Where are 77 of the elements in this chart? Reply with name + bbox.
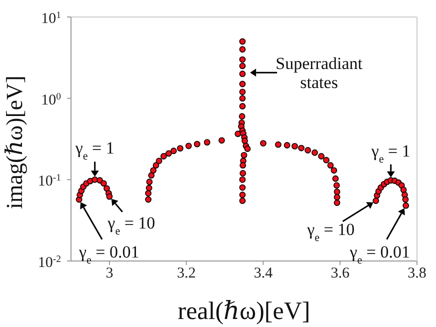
point: [318, 153, 324, 160]
point: [170, 148, 177, 154]
point: [150, 167, 156, 174]
point: [218, 137, 225, 144]
point: [145, 196, 152, 203]
point: [323, 156, 330, 164]
point: [334, 188, 340, 195]
x-tick-label: 3.8: [408, 266, 426, 282]
point: [240, 170, 246, 176]
point: [100, 180, 107, 187]
point: [239, 62, 246, 70]
point: [304, 147, 312, 154]
point: [239, 103, 246, 110]
point: [332, 175, 339, 182]
point: [239, 184, 246, 191]
point: [176, 145, 184, 152]
point: [298, 144, 304, 152]
x-tick-label: 3: [106, 266, 114, 282]
point: [240, 162, 246, 169]
point: [333, 182, 340, 189]
point: [372, 198, 380, 204]
point: [284, 142, 290, 148]
annotation: γ$_{e}$ = 10: [106, 214, 156, 238]
point: [327, 162, 334, 169]
y-tick-label: 10$^{-2}$: [38, 254, 62, 271]
point: [152, 162, 160, 169]
y-tick-label: 10$^{-1}$: [38, 172, 62, 190]
point: [234, 130, 242, 138]
point: [239, 46, 246, 53]
point: [239, 198, 246, 204]
point: [330, 167, 338, 174]
point: [334, 194, 340, 200]
y-axis-title: imag(ℏω)[eV]: [2, 76, 28, 209]
annotation: γ$_{e}$ = 1: [370, 141, 410, 166]
point: [106, 193, 113, 200]
point: [148, 172, 155, 179]
point: [400, 186, 407, 194]
x-tick-label: 3.4: [254, 266, 274, 282]
point: [194, 140, 200, 148]
point: [275, 141, 282, 148]
point: [239, 56, 246, 63]
point: [185, 142, 192, 150]
point: [104, 185, 110, 192]
point: [145, 190, 152, 196]
point: [204, 139, 210, 146]
point: [242, 138, 248, 144]
point: [156, 158, 162, 164]
point: [402, 202, 410, 209]
annotation: γ$_{e}$ = 10: [306, 220, 355, 244]
point: [402, 196, 409, 203]
point: [146, 178, 153, 186]
point: [160, 153, 167, 160]
point: [239, 80, 246, 88]
point: [239, 176, 246, 183]
point: [292, 142, 298, 150]
point: [244, 146, 251, 152]
annotation: γ$_{e}$ = 1: [74, 138, 114, 163]
x-axis-title: real(ℏω)[eV]: [178, 298, 310, 325]
point: [239, 88, 246, 96]
point: [239, 95, 246, 102]
y-tick-label: 10$^{1}$: [41, 10, 62, 27]
y-tick-label: 10$^{0}$: [41, 90, 62, 108]
point: [165, 150, 172, 157]
annotation: γ$_{e}$ = 0.01: [348, 242, 410, 267]
point: [312, 149, 318, 156]
point: [239, 70, 246, 78]
x-tick-label: 3.2: [176, 266, 196, 282]
point: [238, 113, 246, 120]
x-tick-label: 3.6: [330, 266, 350, 282]
point: [240, 152, 248, 158]
point: [146, 184, 152, 192]
point: [260, 140, 266, 146]
point: [334, 200, 340, 206]
point: [239, 192, 246, 198]
annotation: Superradiant states: [276, 54, 363, 92]
annotation: γ$_{e}$ = 0.01: [78, 242, 140, 267]
point: [239, 38, 246, 45]
